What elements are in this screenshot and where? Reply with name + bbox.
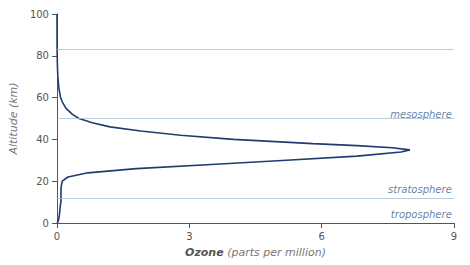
svg-text:Altitude (km): Altitude (km) (7, 82, 20, 155)
svg-text:3: 3 (186, 231, 192, 242)
svg-text:100: 100 (30, 9, 49, 20)
svg-text:Ozone: Ozone (185, 246, 224, 259)
svg-text:60: 60 (36, 92, 49, 103)
svg-text:9: 9 (451, 231, 457, 242)
svg-text:(parts per million): (parts per million) (224, 246, 326, 259)
svg-text:6: 6 (318, 231, 324, 242)
svg-text:0: 0 (43, 218, 49, 229)
svg-text:40: 40 (36, 134, 49, 145)
svg-text:20: 20 (36, 176, 49, 187)
svg-text:mesosphere: mesosphere (390, 108, 452, 120)
svg-text:80: 80 (36, 50, 49, 61)
svg-text:stratosphere: stratosphere (388, 184, 452, 195)
svg-text:0: 0 (54, 231, 60, 242)
svg-text:troposphere: troposphere (391, 209, 452, 220)
